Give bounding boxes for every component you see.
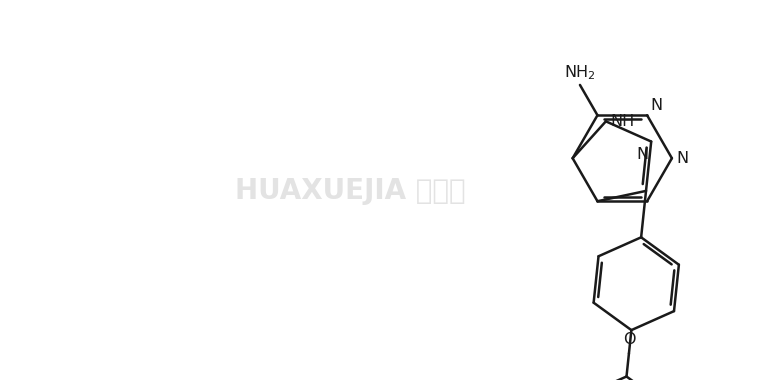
Text: HUAXUEJIA 化学加: HUAXUEJIA 化学加: [235, 177, 466, 205]
Text: N: N: [650, 98, 662, 113]
Text: NH$_2$: NH$_2$: [564, 63, 596, 82]
Text: N: N: [636, 147, 648, 162]
Text: O: O: [622, 332, 636, 347]
Text: NH: NH: [611, 114, 635, 129]
Text: N: N: [676, 151, 688, 166]
